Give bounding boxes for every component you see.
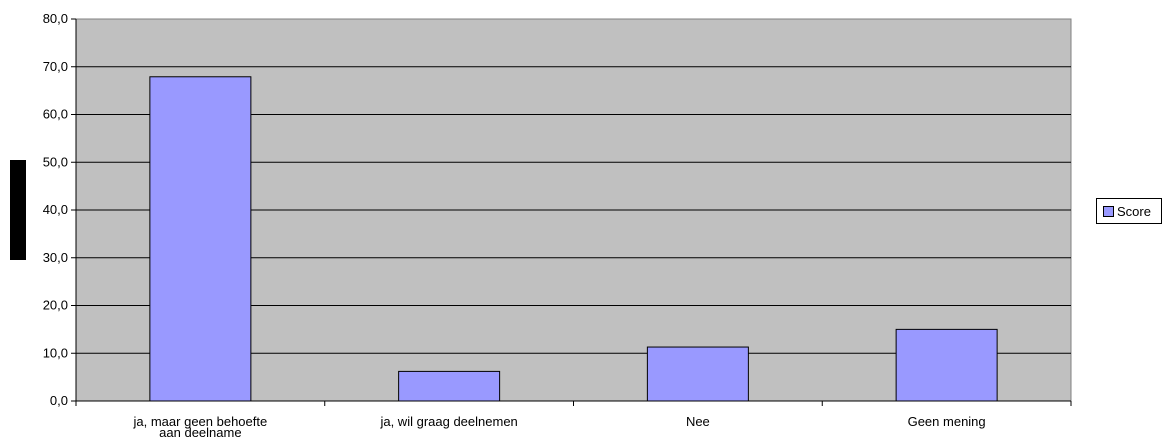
legend-label-score: Score (1117, 203, 1151, 219)
y-tick-label: 80,0 (43, 11, 68, 26)
legend: Score (1096, 198, 1162, 224)
y-tick-label: 60,0 (43, 107, 68, 122)
y-tick-label: 0,0 (50, 393, 68, 408)
y-axis-title-redacted (10, 160, 26, 260)
bars (149, 76, 998, 402)
bar (646, 346, 749, 402)
y-tick-label: 50,0 (43, 154, 68, 169)
y-tick-labels: 0,0 10,0 20,0 30,0 40,0 50,0 60,0 70,0 80,0 (43, 11, 68, 408)
y-tick-label: 30,0 (43, 250, 68, 265)
x-category-label: aan deelname (159, 425, 241, 440)
legend-swatch-score (1103, 205, 1114, 217)
y-tick-label: 20,0 (43, 298, 68, 313)
x-category-label: ja, wil graag deelnemen (379, 414, 517, 429)
y-tick-label: 10,0 (43, 345, 68, 360)
bar (895, 328, 998, 402)
bar (149, 76, 252, 402)
bar (398, 370, 501, 402)
x-category-label: ja, maar geen behoefte (133, 414, 268, 429)
y-tick-label: 70,0 (43, 59, 68, 74)
y-tick-label: 40,0 (43, 202, 68, 217)
axes (71, 18, 1072, 406)
x-category-label: Nee (686, 414, 710, 429)
x-category-label: Geen mening (908, 414, 986, 429)
